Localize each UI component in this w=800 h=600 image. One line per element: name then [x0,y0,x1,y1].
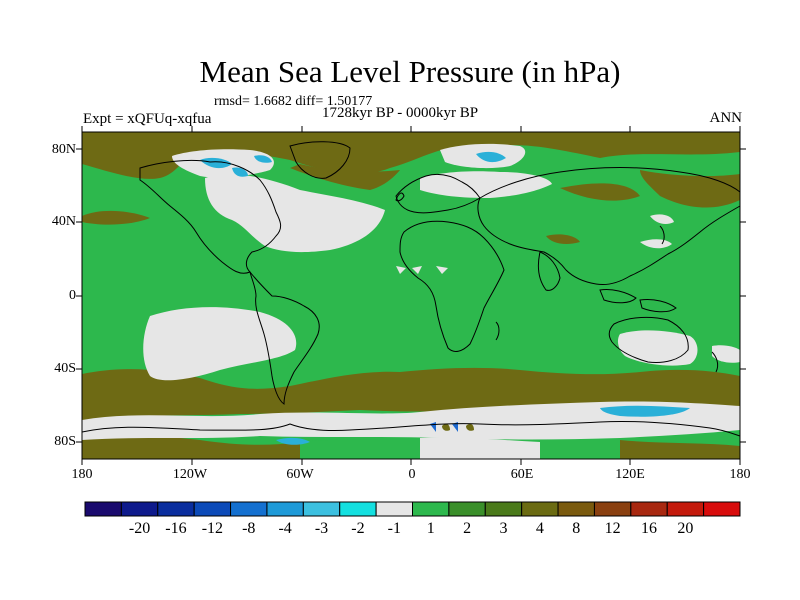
colorbar-label: -1 [387,520,401,537]
lat-label-0: 0 [69,288,76,303]
colorbar-swatch [666,501,705,517]
colorbar-label: -16 [165,520,187,537]
colorbar-label: 3 [499,520,508,537]
time-period: 1728kyr BP - 0000kyr BP [322,105,479,121]
colorbar-label: 1 [426,520,435,537]
pressure-field [82,132,740,459]
lat-label-80s: 80S [54,434,76,449]
lon-label-120e: 120E [615,467,645,482]
lon-label-120w: 120W [172,467,208,482]
lon-label-180w: 180 [71,467,93,482]
colorbar-label: -20 [128,520,151,537]
colorbar-label: 4 [535,520,544,537]
colorbar-swatch [557,501,595,517]
colorbar-label: -3 [314,520,329,537]
lon-label-180e: 180 [729,467,751,482]
colorbar-swatch [339,501,377,517]
colorbar-swatch [521,501,559,517]
colorbar-swatch [593,501,632,517]
colorbar-swatch [193,501,232,517]
colorbar-label: -8 [242,520,256,537]
lon-label-60w: 60W [286,467,314,482]
colorbar-swatch [630,501,668,517]
lat-label-40s: 40S [54,361,76,376]
colorbar-swatch [120,501,159,517]
colorbar-swatch [375,501,414,517]
colorbar-swatch [230,501,268,517]
colorbar-swatch [484,501,523,517]
rmsd-stats: rmsd= 1.6682 diff= 1.50177 [214,94,373,109]
experiment-label: Expt = xQFUq-xqfua [83,111,212,127]
lon-label-60e: 60E [510,467,534,482]
lat-label-40n: 40N [51,214,76,229]
lat-label-80n: 80N [51,142,76,157]
colorbar-label: 8 [572,520,581,537]
colorbar-swatch [412,501,450,517]
coastlines [81,141,741,437]
colorbar-swatch [84,501,122,517]
map-title: Mean Sea Level Pressure (in hPa) [199,54,621,89]
map-frame [76,126,746,465]
colorbar-swatch [703,501,741,517]
colorbar-swatch [266,501,304,517]
colorbar-label: -4 [278,520,292,537]
colorbar [84,501,741,517]
colorbar-label: -2 [351,520,365,537]
colorbar-swatch [448,501,486,517]
colorbar-label: 2 [463,520,472,537]
season-label: ANN [709,110,743,126]
lon-label-0: 0 [408,467,416,482]
colorbar-label: 20 [677,520,694,537]
colorbar-swatch [302,501,341,517]
colorbar-swatch [157,501,195,517]
colorbar-label: 16 [641,520,658,537]
colorbar-label: -12 [201,520,224,537]
colorbar-label: 12 [604,520,621,537]
